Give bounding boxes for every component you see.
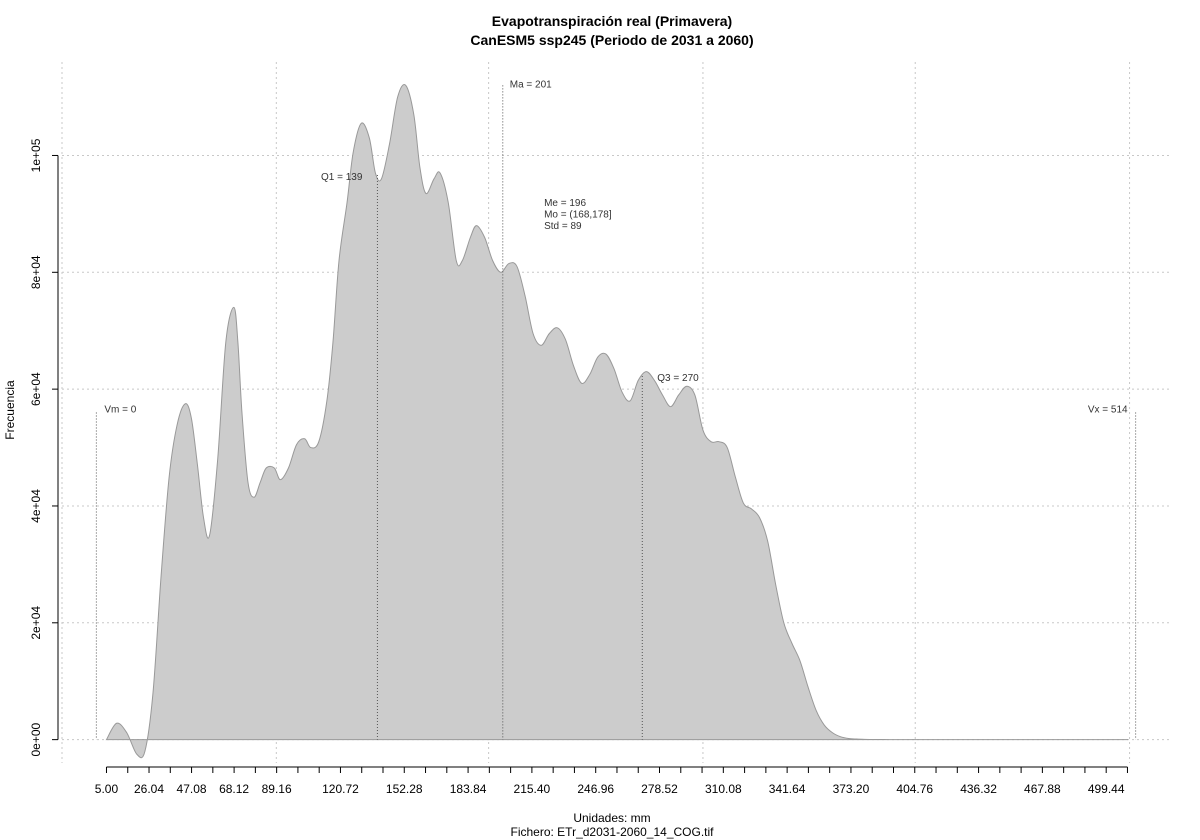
stat-median: Me = 196: [544, 198, 586, 209]
chart-title: Evapotranspiración real (Primavera): [492, 13, 732, 29]
statistic-labels: Vm = 0 Q1 = 139 Ma = 201 Q3 = 270 Vx = 514: [104, 79, 1128, 415]
stat-label-q3: Q3 = 270: [657, 373, 699, 384]
x-tick-label-15: 436.32: [960, 782, 997, 796]
x-tick-label-3: 68.12: [219, 782, 249, 796]
density-curve: [105, 84, 1129, 759]
axes: 5.00 26.04 47.08 68.12 89.16 120.72 152.28 183.…: [29, 138, 1128, 796]
x-axis-label: Unidades: mm: [573, 811, 650, 825]
x-tick-label-14: 404.76: [896, 782, 933, 796]
y-tick-label-3: 6e+04: [29, 372, 43, 406]
y-tick-label-4: 8e+04: [29, 255, 43, 289]
x-tick-label-1: 26.04: [134, 782, 164, 796]
x-tick-label-0: 5.00: [95, 782, 119, 796]
y-tick-label-2: 4e+04: [29, 489, 43, 523]
density-area: [105, 84, 1129, 759]
x-tick-label-7: 183.84: [450, 782, 487, 796]
y-tick-label-0: 0e+00: [29, 722, 43, 756]
stat-label-q1: Q1 = 139: [321, 172, 363, 183]
x-tick-label-13: 373.20: [833, 782, 870, 796]
x-tick-label-9: 246.96: [577, 782, 614, 796]
x-tick-label-12: 341.64: [769, 782, 806, 796]
statistic-lines: [95, 85, 1137, 740]
x-tick-label-11: 310.08: [705, 782, 742, 796]
stat-label-min: Vm = 0: [104, 405, 136, 416]
x-tick-label-8: 215.40: [514, 782, 551, 796]
x-tick-label-17: 499.44: [1088, 782, 1125, 796]
stat-label-max: Vx = 514: [1088, 405, 1128, 416]
y-tick-label-1: 2e+04: [29, 606, 43, 640]
x-tick-label-5: 120.72: [322, 782, 359, 796]
y-tick-label-5: 1e+05: [29, 138, 43, 172]
file-caption: Fichero: ETr_d2031-2060_14_COG.tif: [511, 825, 715, 839]
x-tick-label-4: 89.16: [262, 782, 292, 796]
stat-mode: Mo = (168,178]: [544, 210, 612, 221]
x-tick-label-10: 278.52: [641, 782, 678, 796]
stat-std: Std = 89: [544, 221, 582, 232]
stat-label-mean: Ma = 201: [510, 79, 552, 90]
x-tick-label-2: 47.08: [177, 782, 207, 796]
x-tick-label-6: 152.28: [386, 782, 423, 796]
y-axis-label: Frecuencia: [3, 380, 17, 440]
x-tick-label-16: 467.88: [1024, 782, 1061, 796]
chart-subtitle: CanESM5 ssp245 (Periodo de 2031 a 2060): [470, 32, 753, 48]
